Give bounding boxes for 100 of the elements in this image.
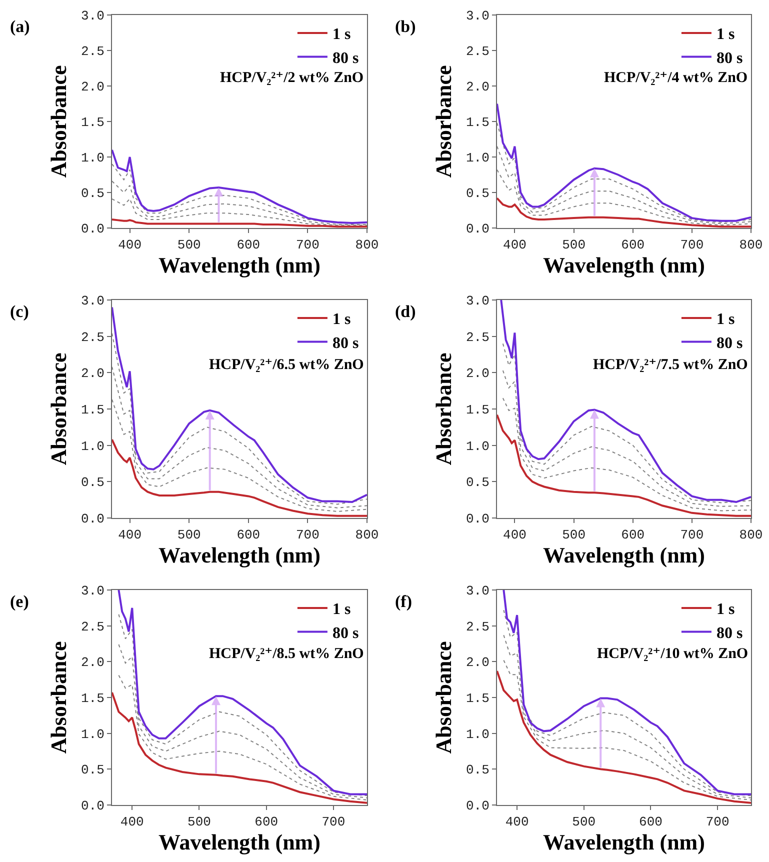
- y-tick-label: 0.5: [466, 475, 490, 490]
- annotation: HCP/V₂²⁺/4 wt% ZnO: [604, 70, 748, 86]
- x-tick-label: 800: [739, 528, 763, 543]
- y-tick-label: 2.5: [80, 330, 104, 345]
- y-axis-title: Absorbance: [430, 641, 456, 754]
- y-axis-title: Absorbance: [46, 65, 71, 178]
- y-tick-label: 2.0: [466, 366, 490, 382]
- y-tick-label: 0.0: [466, 798, 490, 814]
- y-tick-label: 3.0: [466, 584, 490, 599]
- x-tick-label: 500: [177, 528, 201, 543]
- y-tick-label: 1.5: [466, 402, 490, 418]
- y-tick-label: 2.0: [466, 80, 490, 95]
- y-tick-label: 0.5: [466, 186, 490, 202]
- legend-label: 80 s: [716, 50, 743, 68]
- x-tick-label: 400: [503, 238, 526, 253]
- y-tick-label: 2.5: [466, 619, 490, 634]
- y-tick-label: 0.0: [80, 512, 104, 527]
- x-axis-title: Wavelength (nm): [543, 542, 705, 568]
- y-tick-label: 1.5: [466, 691, 490, 706]
- legend-label: 1 s: [716, 26, 735, 44]
- x-tick-label: 700: [706, 814, 730, 830]
- y-tick-label: 0.5: [466, 762, 490, 778]
- y-tick-label: 2.5: [80, 619, 104, 634]
- y-tick-label: 3.0: [466, 8, 490, 24]
- legend-label: 80 s: [716, 335, 743, 352]
- annotation: HCP/V₂²⁺/8.5 wt% ZnO: [209, 646, 364, 662]
- x-tick-label: 700: [296, 528, 320, 543]
- x-tick-label: 700: [322, 814, 346, 830]
- legend-label: 80 s: [332, 50, 359, 68]
- y-tick-label: 1.0: [80, 150, 104, 166]
- y-tick-label: 1.5: [466, 115, 490, 130]
- y-tick-label: 3.0: [80, 8, 104, 24]
- y-tick-label: 2.5: [80, 44, 104, 60]
- x-tick-label: 400: [118, 238, 142, 253]
- y-tick-label: 0.5: [80, 475, 104, 490]
- x-tick-label: 700: [680, 528, 704, 543]
- x-tick-label: 400: [505, 814, 529, 830]
- x-tick-label: 400: [120, 814, 144, 830]
- y-axis-title: Absorbance: [430, 352, 456, 466]
- x-tick-label: 700: [680, 238, 704, 253]
- x-axis-title: Wavelength (nm): [158, 542, 320, 568]
- legend-label: 1 s: [332, 26, 351, 44]
- y-tick-label: 1.0: [466, 150, 490, 166]
- x-tick-label: 500: [562, 528, 586, 543]
- y-tick-label: 1.5: [80, 115, 104, 130]
- y-tick-label: 1.5: [80, 402, 104, 418]
- legend-label: 80 s: [332, 335, 359, 352]
- x-tick-label: 600: [236, 528, 260, 543]
- x-tick-label: 400: [503, 528, 526, 543]
- y-tick-label: 2.0: [80, 80, 104, 95]
- annotation: HCP/V₂²⁺/10 wt% ZnO: [597, 646, 748, 662]
- x-tick-label: 600: [621, 238, 645, 253]
- x-tick-label: 600: [621, 528, 645, 543]
- x-tick-label: 700: [296, 238, 320, 253]
- text: (d): [395, 302, 416, 321]
- y-tick-label: 0.0: [80, 798, 104, 814]
- text: (a): [10, 17, 30, 36]
- x-tick-label: 600: [254, 814, 278, 830]
- annotation: HCP/V₂²⁺/2 wt% ZnO: [220, 70, 364, 86]
- legend-label: 80 s: [716, 625, 743, 642]
- y-tick-label: 3.0: [80, 294, 104, 309]
- x-tick-label: 800: [355, 238, 379, 253]
- legend-label: 1 s: [332, 601, 351, 618]
- annotation: HCP/V₂²⁺/6.5 wt% ZnO: [209, 357, 364, 373]
- x-tick-label: 400: [118, 528, 142, 543]
- legend-label: 1 s: [332, 311, 351, 328]
- x-axis-title: Wavelength (nm): [158, 252, 320, 278]
- text: (b): [395, 17, 416, 36]
- y-tick-label: 3.0: [466, 294, 490, 309]
- x-tick-label: 600: [639, 814, 662, 830]
- y-tick-label: 0.5: [80, 186, 104, 202]
- y-tick-label: 3.0: [80, 584, 104, 599]
- legend-label: 1 s: [716, 311, 735, 328]
- y-tick-label: 1.0: [466, 438, 490, 454]
- y-tick-label: 1.0: [80, 438, 104, 454]
- text: (f): [395, 592, 412, 611]
- y-tick-label: 2.5: [466, 44, 490, 60]
- y-tick-label: 0.0: [466, 512, 490, 527]
- y-tick-label: 2.5: [466, 330, 490, 345]
- y-axis-title: Absorbance: [46, 641, 71, 754]
- x-tick-label: 800: [739, 238, 763, 253]
- y-tick-label: 0.0: [466, 222, 490, 237]
- y-axis-title: Absorbance: [430, 65, 456, 178]
- y-tick-label: 2.0: [466, 655, 490, 670]
- y-tick-label: 1.0: [466, 726, 490, 742]
- x-tick-label: 500: [572, 814, 596, 830]
- x-tick-label: 500: [562, 238, 586, 253]
- text: (c): [10, 302, 29, 321]
- legend-label: 80 s: [332, 625, 359, 642]
- x-tick-label: 500: [188, 814, 211, 830]
- x-tick-label: 800: [355, 528, 379, 543]
- y-tick-label: 0.5: [80, 762, 104, 778]
- y-tick-label: 1.0: [80, 726, 104, 742]
- x-axis-title: Wavelength (nm): [158, 830, 320, 855]
- y-axis-title: Absorbance: [46, 352, 71, 466]
- x-tick-label: 500: [177, 238, 201, 253]
- y-tick-label: 0.0: [80, 222, 104, 237]
- x-axis-title: Wavelength (nm): [543, 252, 705, 278]
- annotation: HCP/V₂²⁺/7.5 wt% ZnO: [593, 357, 748, 373]
- x-axis-title: Wavelength (nm): [543, 830, 705, 855]
